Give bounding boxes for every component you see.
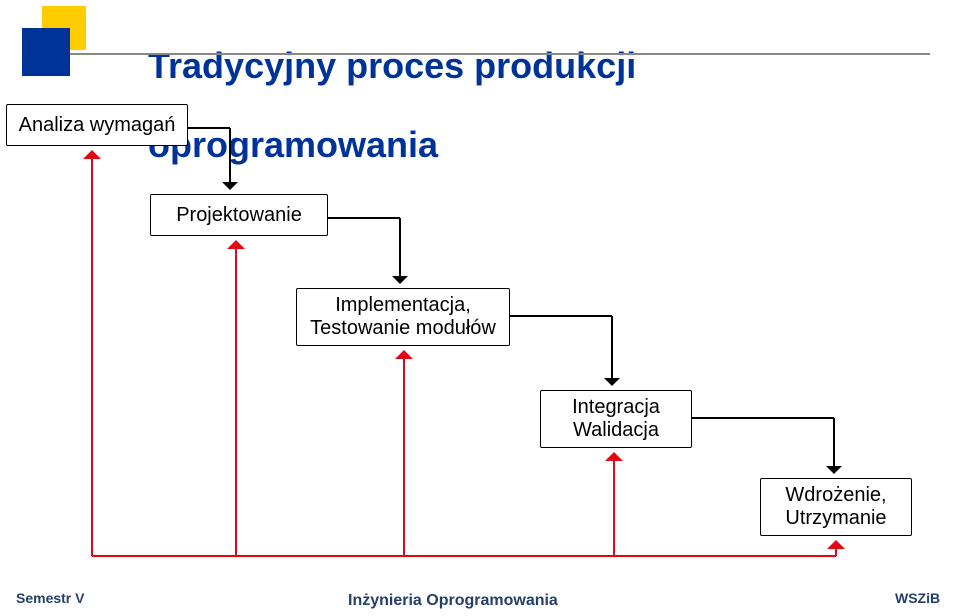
- header-square-blue: [22, 28, 70, 76]
- footer-left: Semestr V: [16, 590, 84, 606]
- box-wdroz-label: Wdrożenie, Utrzymanie: [785, 484, 886, 530]
- title-line-1: Tradycyjny proces produkcji: [148, 45, 636, 86]
- box-projekt-label: Projektowanie: [176, 204, 302, 227]
- title-line-2: oprogramowania: [148, 124, 438, 165]
- footer-center: Inżynieria Oprogramowania: [348, 592, 558, 610]
- footer-right: WSZiB: [895, 590, 940, 606]
- box-projektowanie: Projektowanie: [150, 194, 328, 236]
- box-analiza-label: Analiza wymagań: [19, 114, 176, 137]
- footer-right-text: WSZiB: [895, 590, 940, 606]
- box-implementacja: Implementacja, Testowanie modułów: [296, 288, 510, 346]
- footer-center-text: Inżynieria Oprogramowania: [348, 592, 558, 609]
- box-impl-label: Implementacja, Testowanie modułów: [310, 294, 496, 340]
- box-integr-label: Integracja Walidacja: [572, 396, 660, 442]
- box-integracja: Integracja Walidacja: [540, 390, 692, 448]
- box-analiza: Analiza wymagań: [6, 104, 188, 146]
- slide-stage: Tradycyjny proces produkcji oprogramowan…: [0, 0, 960, 616]
- footer-left-text: Semestr V: [16, 590, 84, 606]
- box-wdrozenie: Wdrożenie, Utrzymanie: [760, 478, 912, 536]
